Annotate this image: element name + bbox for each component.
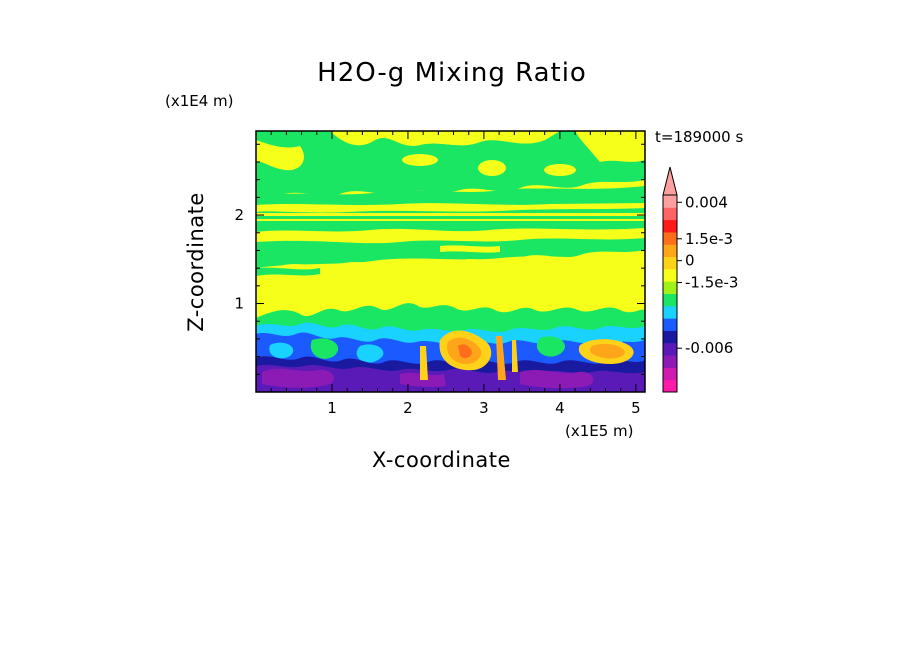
x-tick-label: 1: [327, 399, 337, 417]
upper-yellow-streak: [256, 140, 305, 171]
time-label: t=189000 s: [655, 128, 744, 146]
colorbar: 0.004 1.5e-3 0 -1.5e-3 -0.006: [662, 166, 738, 393]
colorbar-tick-label: 0.004: [685, 193, 728, 211]
colorbar-segment: [663, 256, 677, 270]
colorbar-segment: [663, 195, 677, 208]
colorbar-tick-label: -0.006: [685, 339, 733, 357]
colorbar-segment: [663, 219, 677, 233]
blue-swirl: [269, 342, 294, 359]
colorbar-segment: [663, 367, 677, 381]
orange-streak: [512, 340, 518, 372]
lower-yellow-band: [256, 256, 645, 312]
purple-blob: [520, 370, 594, 389]
yellow-streak: [256, 228, 645, 244]
orange-cell-core: [589, 343, 625, 359]
colorbar-segment: [663, 355, 677, 368]
x-axis-label: X-coordinate: [372, 448, 511, 472]
green-streak: [256, 267, 320, 276]
x-tick-label: 2: [403, 399, 413, 417]
colorbar-segment: [663, 268, 677, 282]
x-axis-scale-label: (x1E5 m): [565, 422, 634, 440]
yellow-streak: [256, 203, 645, 213]
y-tick-label: 1: [234, 295, 244, 313]
colorbar-tick-label: 1.5e-3: [685, 230, 733, 248]
orange-streak: [496, 336, 506, 380]
colorbar-segment: [663, 318, 677, 331]
cyan-swirl: [356, 344, 384, 363]
colorbar-tick-label: 0: [685, 252, 695, 270]
orange-cell-core: [458, 344, 472, 359]
y-axis-scale-label: (x1E4 m): [165, 92, 234, 110]
y-tick-label: 2: [234, 206, 244, 224]
yellow-line: [256, 219, 645, 221]
upper-yellow-right: [575, 131, 645, 162]
colorbar-segment: [663, 207, 677, 221]
orange-streak: [420, 346, 428, 380]
plot-frame: [255, 130, 646, 393]
x-tick-label: 5: [631, 399, 641, 417]
colorbar-segment: [663, 244, 677, 258]
colorbar-segment: [663, 379, 677, 393]
green-swirl: [536, 336, 566, 357]
colorbar-segment: [663, 305, 677, 319]
green-swirl: [310, 338, 339, 359]
colorbar-segment: [663, 342, 677, 356]
colorbar-tick-label: -1.5e-3: [685, 274, 738, 292]
colorbar-frame: [662, 194, 678, 393]
purple-blob: [262, 368, 335, 388]
colorbar-extend-arrow: [662, 166, 678, 196]
x-tick-label: 3: [479, 399, 489, 417]
x-ticks: 1 2 3 4 5: [270, 131, 641, 417]
y-ticks: 12: [234, 143, 645, 375]
chart-title: H2O-g Mixing Ratio: [317, 58, 587, 88]
yellow-line: [256, 213, 645, 216]
x-tick-label: 4: [555, 399, 565, 417]
yellow-blob: [544, 164, 576, 176]
colorbar-segment: [663, 231, 677, 245]
yellow-streak: [440, 245, 500, 253]
contour-field: [256, 131, 645, 392]
colorbar-segment: [663, 293, 677, 307]
colorbar-segment: [663, 281, 677, 294]
yellow-blob: [478, 160, 506, 176]
colorbar-segment: [663, 330, 677, 344]
yellow-blob: [402, 154, 438, 166]
upper-green-band: [256, 131, 645, 196]
upper-yellow-patch: [330, 131, 560, 146]
